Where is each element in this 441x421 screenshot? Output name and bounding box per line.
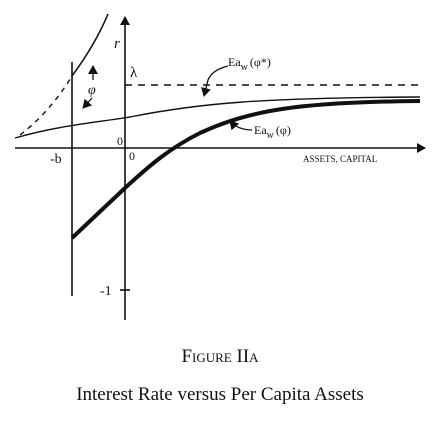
phi-curve [71, 13, 109, 77]
x-axis-label: ASSETS, CAPITAL [303, 154, 377, 164]
figure-number: Figure IIa [181, 346, 259, 367]
curve-phi [70, 99, 421, 240]
curve-label: Eaw (φ*) [228, 55, 271, 73]
phi-label: φ [88, 83, 96, 98]
phi-curve-dashed [19, 75, 73, 136]
leader-phi-star [201, 65, 229, 97]
figure-title: Interest Rate versus Per Capita Assets [76, 384, 364, 405]
minus-b-label: -b [50, 152, 62, 167]
curve-label: Eaw (φ) [254, 123, 291, 141]
phi-arrow-down [82, 97, 93, 109]
zero-right: 0 [129, 149, 135, 163]
minus-one-label: -1 [100, 284, 112, 299]
lambda-label: λ [130, 65, 138, 81]
curve-phi-star [14, 96, 421, 139]
leader-phi [229, 120, 253, 131]
zero-left: 0 [117, 134, 123, 148]
r-label: r [114, 36, 120, 52]
